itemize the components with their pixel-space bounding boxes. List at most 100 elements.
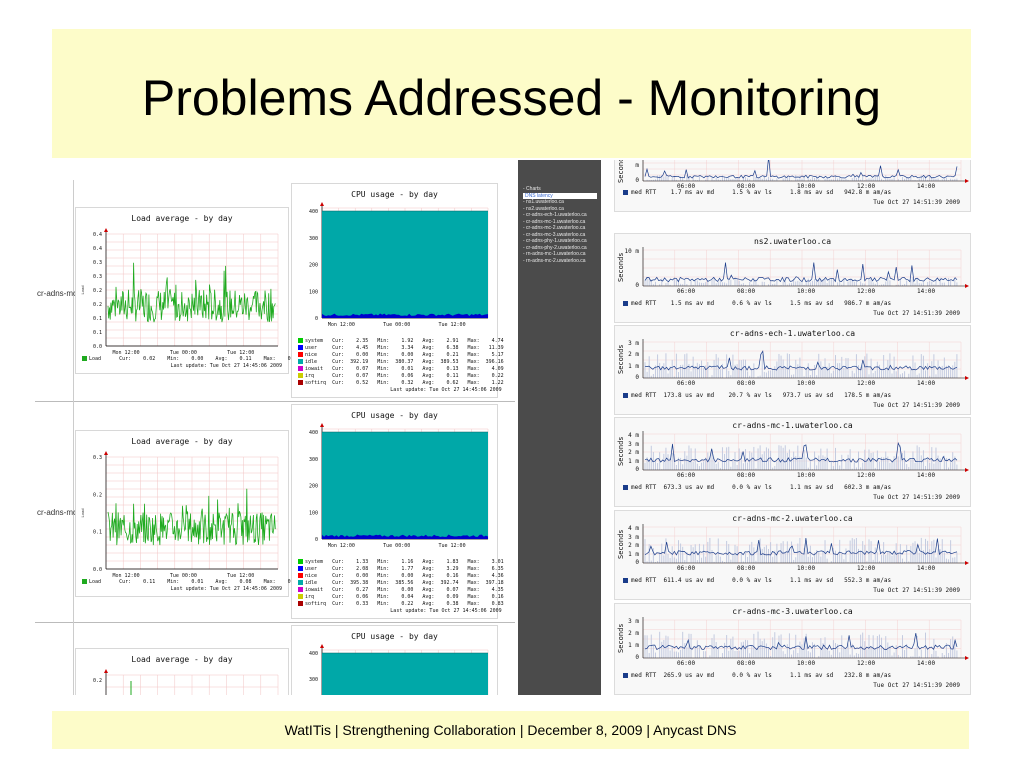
last-update: Last update: Tue Oct 27 14:45:06 2009 [170,363,282,369]
x-tick-label: 06:00 [677,380,696,387]
x-tick-label: 12:00 [857,288,876,295]
y-tick-label: 0.3 [93,274,102,280]
legend-swatch [298,359,303,364]
nav-item[interactable]: - rn-adns-mc-1.uwaterloo.ca [523,251,586,257]
graph-title: CPU usage - by day [351,411,438,420]
x-tick-label: 10:00 [797,288,816,295]
x-tick-label: Tue 12:00 [227,350,254,356]
x-tick-label: 12:00 [857,183,876,190]
y-tick-label: 2 m [628,630,639,637]
legend-swatch [298,352,303,357]
graph-title: CPU usage - by day [351,632,438,641]
legend-text: system Cur: 2.35 Min: 1.92 Avg: 2.91 Max… [305,338,504,344]
x-tick-label: Mon 12:00 [328,322,355,328]
y-tick-label: 0.2 [93,678,102,684]
legend-swatch [623,393,628,398]
dns-latency-panel: ns2.uwaterloo.ca Seconds 10 m 0 06:00 08:00 10… [614,233,971,323]
rtt-chart [642,617,969,660]
rtt-legend: med RTT 1.5 ms av md 0.6 % av ls 1.5 ms … [623,300,891,307]
graph-title: Load average - by day [131,655,233,664]
y-tick-label: 0.4 [93,246,102,252]
legend-swatch [298,587,303,592]
legend-text: softirq Cur: 0.33 Min: 0.22 Avg: 0.38 Ma… [305,601,504,607]
graph-title: CPU usage - by day [351,190,438,199]
x-tick-label: Tue 12:00 [227,573,254,579]
x-tick-label: Mon 12:00 [113,350,140,356]
y-tick-label: 0.1 [93,330,102,336]
rtt-chart [642,431,969,472]
y-tick-label: 0 [635,282,639,289]
y-tick-label: 1 m [628,550,639,558]
x-tick-label: 12:00 [857,660,876,667]
cpu-legend-row: irq Cur: 0.07 Min: 0.06 Avg: 0.11 Max: 0… [298,373,504,380]
last-update: Tue Oct 27 14:51:39 2009 [873,682,960,689]
cpu-legend-row: user Cur: 2.08 Min: 1.77 Avg: 3.29 Max: … [298,566,504,573]
nav-item[interactable]: - cr-adns-phy-2.uwaterloo.ca [523,244,587,251]
median-rtt-line [644,262,958,283]
chart-nav-list: - Charts DNS latency - ns1.uwaterloo.ca - n… [523,186,597,264]
legend-text: med RTT 1.5 ms av md 0.6 % av ls 1.5 ms … [631,300,892,307]
nav-item[interactable]: - ns2.uwaterloo.ca [523,205,564,212]
cpu-legend-row: iowait Cur: 0.07 Min: 0.01 Avg: 0.13 Max… [298,366,504,373]
y-tick-label: 1 m [628,362,639,370]
y-tick-label: 100 [309,289,318,295]
x-tick-label: 14:00 [917,660,936,667]
y-tick-label: 100 [309,510,318,516]
x-tick-label: 08:00 [737,472,756,479]
rtt-legend: med RTT 1.7 ms av md 1.5 % av ls 1.8 ms … [623,189,891,196]
legend-text: user Cur: 4.45 Min: 3.34 Avg: 6.38 Max: … [305,345,504,351]
legend-text: softirq Cur: 0.52 Min: 0.32 Avg: 0.62 Ma… [305,380,504,386]
panel-title: cr-adns-mc-3.uwaterloo.ca [732,607,853,616]
x-tick-label: Tue 12:00 [438,322,465,328]
slide-footer: WatITis | Strengthening Collaboration | … [52,711,969,749]
legend-swatch [623,301,628,306]
y-tick-label: 0 [635,559,639,566]
x-tick-label: 08:00 [737,565,756,572]
x-tick-label: 14:00 [917,288,936,295]
cpu-legend: system Cur: 2.35 Min: 1.92 Avg: 2.91 Max… [298,338,504,394]
nav-item[interactable]: - cr-adns-ech-1.uwaterloo.ca [523,212,587,218]
y-tick-label: 0.2 [93,302,102,308]
y-tick-label: 0.3 [93,455,102,461]
x-tick-label: Tue 00:00 [383,322,410,328]
legend-text: med RTT 611.4 us av md 0.0 % av ls 1.1 m… [631,577,892,584]
nav-item[interactable]: - cr-adns-mc-2.uwaterloo.ca [523,225,586,231]
host-graphs-area: cr-adns-mc-2 Load average - by day 0.4 0.… [35,180,515,695]
graph-title: Load average - by day [131,437,233,446]
median-rtt-line [644,441,958,463]
cpu-legend-row: user Cur: 4.45 Min: 3.34 Avg: 6.38 Max: … [298,345,504,352]
y-tick-label: 4 m [628,525,639,532]
nav-item[interactable]: - cr-adns-mc-3.uwaterloo.ca [523,231,586,238]
y-tick-label: 2 m [628,449,639,456]
x-tick-label: 10:00 [797,380,816,387]
x-tick-label: Tue 00:00 [170,573,197,579]
y-tick-label: 300 [309,677,318,683]
legend-swatch [298,594,303,599]
x-tick-label: 10:00 [797,472,816,479]
nav-item[interactable]: - cr-adns-phy-1.uwaterloo.ca [523,238,587,244]
rtt-chart [642,339,969,380]
nav-item[interactable]: DNS latency [523,192,597,199]
load-series-line [107,488,276,546]
legend-swatch [623,190,628,195]
x-tick-label: 14:00 [917,380,936,387]
panel-title: cr-adns-ech-1.uwaterloo.ca [729,329,856,338]
y-tick-label: 0.0 [93,344,102,350]
x-tick-label: 08:00 [737,183,756,190]
legend-text: nice Cur: 0.00 Min: 0.00 Avg: 0.16 Max: … [305,573,504,579]
nav-item[interactable]: - ns1.uwaterloo.ca [523,199,564,205]
nav-item[interactable]: - cr-adns-mc-1.uwaterloo.ca [523,218,586,225]
slide-header: Problems Addressed - Monitoring [52,29,971,158]
y-tick-label: 1 m [628,642,639,649]
y-tick-label: 0.2 [93,492,102,498]
load-series-line [107,262,276,323]
x-tick-label: Tue 00:00 [383,543,410,549]
host-label: cr-adns-mc-2 [37,289,85,298]
cpu-legend-row: irq Cur: 0.06 Min: 0.04 Avg: 0.09 Max: 0… [298,594,504,601]
x-tick-label: Tue 00:00 [170,350,197,356]
y-tick-label: 0.3 [93,260,102,266]
nav-item[interactable]: - rn-adns-mc-2.uwaterloo.ca [523,257,586,264]
panel-title: cr-adns-mc-1.uwaterloo.ca [732,421,853,430]
